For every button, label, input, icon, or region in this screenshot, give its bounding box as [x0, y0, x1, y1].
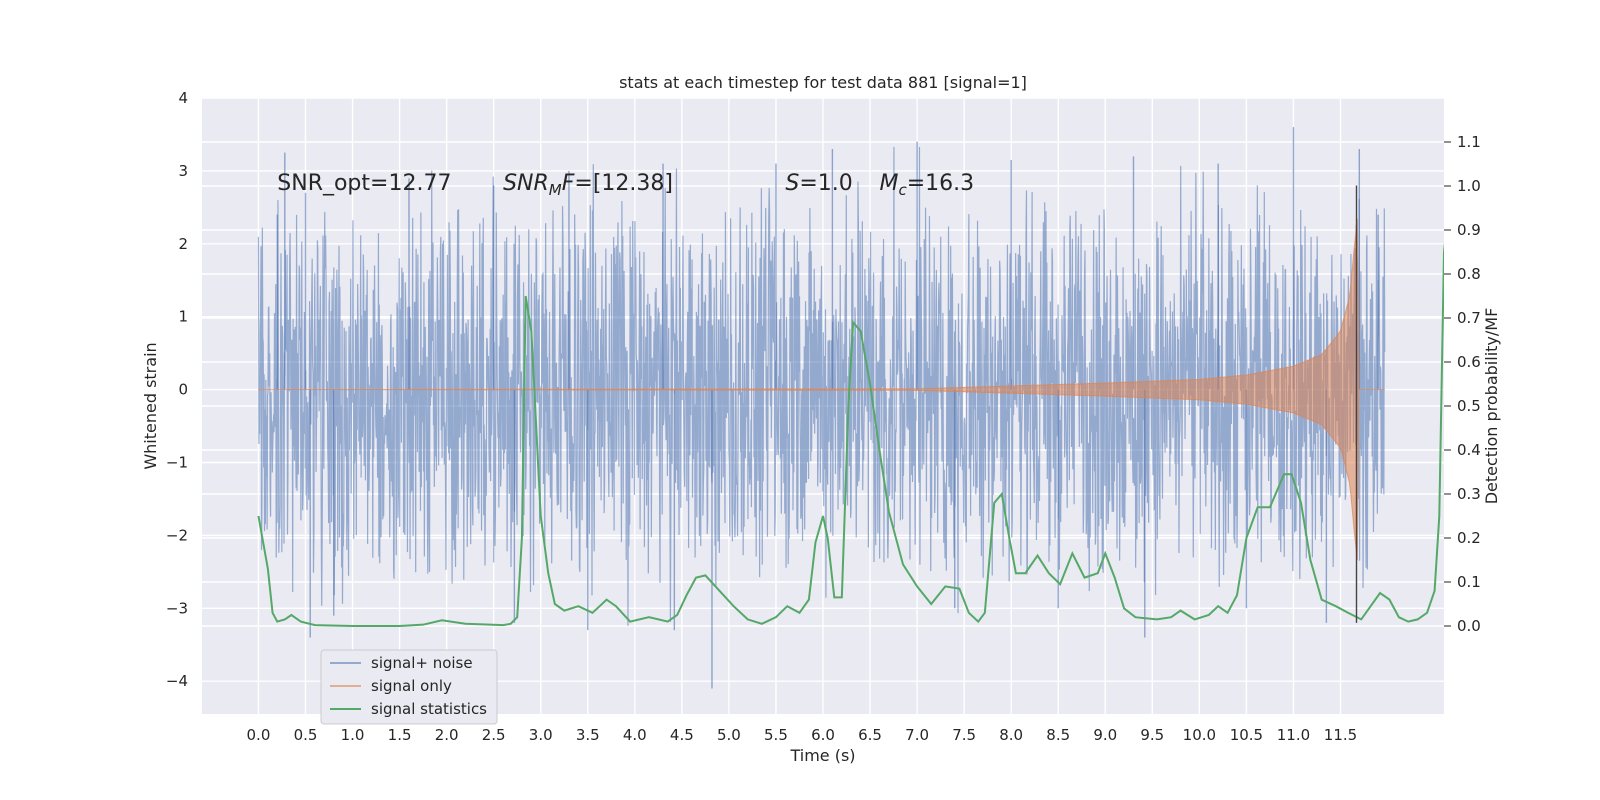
y-right-tick-label: 0.5 [1457, 397, 1481, 415]
legend-label-signal: signal only [371, 677, 452, 695]
y-right-tick-label: 1.0 [1457, 177, 1481, 195]
y-left-tick-label: 4 [178, 89, 188, 107]
legend-box [320, 649, 498, 725]
y-axis-left-label: Whitened strain [141, 342, 160, 469]
x-tick-label: 8.0 [999, 726, 1023, 744]
y-right-tick-label: 0.8 [1457, 265, 1481, 283]
legend-label-statistics: signal statistics [371, 700, 487, 718]
y-right-tick-label: 0.3 [1457, 485, 1481, 503]
x-axis-label: Time (s) [789, 746, 855, 765]
x-tick-label: 3.5 [576, 726, 600, 744]
y-left-tick-label: 1 [178, 308, 188, 326]
x-tick-label: 1.5 [388, 726, 412, 744]
y-right-tick-label: 0.4 [1457, 441, 1481, 459]
legend-label-noise: signal+ noise [371, 654, 473, 672]
x-tick-label: 4.5 [670, 726, 694, 744]
x-tick-label: 5.0 [717, 726, 741, 744]
x-tick-label: 9.0 [1093, 726, 1117, 744]
x-tick-label: 9.5 [1140, 726, 1164, 744]
x-tick-label: 7.5 [952, 726, 976, 744]
x-tick-label: 2.5 [482, 726, 506, 744]
y-right-tick-label: 1.1 [1457, 133, 1481, 151]
x-tick-label: 0.0 [247, 726, 271, 744]
noise-trace [257, 146, 1386, 626]
signal-noise-series [257, 127, 1386, 689]
signal-statistics-line [257, 242, 1444, 627]
x-tick-label: 5.5 [764, 726, 788, 744]
annotations: SNR_opt=12.77 SNRMF=[12.38] S=1.0 Mc=16.3 [277, 171, 974, 199]
signal-only-envelope [258, 218, 1385, 561]
x-tick-label: 10.0 [1183, 726, 1216, 744]
y-right-tick-label: 0.0 [1457, 617, 1481, 635]
y-left-tick-label: −4 [166, 672, 188, 690]
y-right-tick-label: 0.7 [1457, 309, 1481, 327]
x-tick-label: 10.5 [1230, 726, 1263, 744]
y-left-tick-label: 0 [178, 381, 188, 399]
x-tick-label: 2.0 [435, 726, 459, 744]
y-axis-left: 4 3 2 1 0 −1 −2 −3 −4 [166, 89, 188, 690]
signal-statistics-series [257, 242, 1444, 627]
y-right-tick-label: 0.9 [1457, 221, 1481, 239]
y-right-tick-label: 0.6 [1457, 353, 1481, 371]
legend: signal+ noise signal only signal statist… [320, 649, 498, 725]
chart-title: stats at each timestep for test data 881… [619, 73, 1027, 92]
annotation-1: SNRMF=[12.38] [503, 171, 673, 199]
y-axis-right-label: Detection probability/MF [1482, 308, 1501, 505]
signal-only-series [258, 218, 1385, 561]
y-right-tick-label: 0.2 [1457, 529, 1481, 547]
annotation-2: S=1.0 [785, 171, 852, 196]
x-tick-label: 1.0 [341, 726, 365, 744]
annotation-0: SNR_opt=12.77 [277, 171, 451, 196]
x-tick-label: 6.5 [858, 726, 882, 744]
x-tick-label: 3.0 [529, 726, 553, 744]
annotation-3: Mc=16.3 [879, 171, 974, 199]
x-tick-label: 8.5 [1046, 726, 1070, 744]
y-right-tick-label: 0.1 [1457, 573, 1481, 591]
x-tick-label: 4.0 [623, 726, 647, 744]
x-tick-label: 7.0 [905, 726, 929, 744]
y-left-tick-label: −2 [166, 526, 188, 544]
x-tick-label: 0.5 [294, 726, 318, 744]
y-left-tick-label: 2 [178, 235, 188, 253]
y-axis-right: 1.1 1.0 0.9 0.8 0.7 0.6 0.5 0.4 0.3 0.2 0.1 0.0 [1444, 133, 1481, 635]
x-tick-label: 11.0 [1277, 726, 1310, 744]
x-tick-label: 6.0 [811, 726, 835, 744]
x-axis: 0.0 0.5 1.0 1.5 2.0 2.5 3.0 3.5 4.0 4.5 5.0 5.5 6.0 6… [247, 726, 1358, 744]
y-left-tick-label: −1 [166, 453, 188, 471]
x-tick-label: 11.5 [1324, 726, 1357, 744]
y-left-tick-label: 3 [178, 162, 188, 180]
y-left-tick-label: −3 [166, 599, 188, 617]
